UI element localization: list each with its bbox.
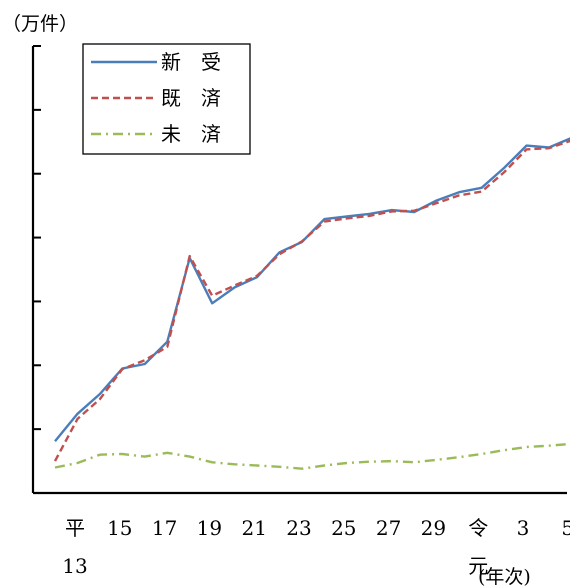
legend-label-1: 新 受: [161, 50, 221, 74]
series-line-3: [54, 442, 570, 470]
x-tick-label: 15: [107, 516, 132, 540]
series-line-1: [54, 137, 570, 443]
x-tick-label: 5: [561, 516, 570, 540]
legend-label-3: 未 済: [161, 122, 221, 146]
x-tick-label: 29: [421, 516, 446, 540]
plot-area: [53, 137, 570, 470]
x-tick-label: 平: [65, 516, 85, 540]
x-tick-label: 19: [197, 516, 222, 540]
x-tick-label: 令: [468, 516, 488, 540]
x-tick-label: 元: [468, 554, 488, 578]
x-axis-unit-label: (年次): [478, 566, 531, 588]
x-tick-label: 23: [286, 516, 311, 540]
legend-label-2: 既 済: [161, 86, 221, 110]
y-axis-unit-label: （万件）: [2, 13, 78, 35]
series-line-2: [53, 139, 570, 462]
axes: [31, 45, 567, 495]
legend: 新 受既 済未 済: [82, 43, 251, 155]
x-tick-label: 27: [376, 516, 401, 540]
x-tick-label: 13: [62, 554, 87, 578]
x-tick-label: 17: [152, 516, 177, 540]
x-tick-label: 25: [331, 516, 356, 540]
x-tick-label: 3: [517, 516, 530, 540]
x-tick-label: 21: [241, 516, 266, 540]
x-axis-tick-labels: 平 13 15 17 19 21 23 25 27 29 令元 3 5: [62, 516, 570, 578]
